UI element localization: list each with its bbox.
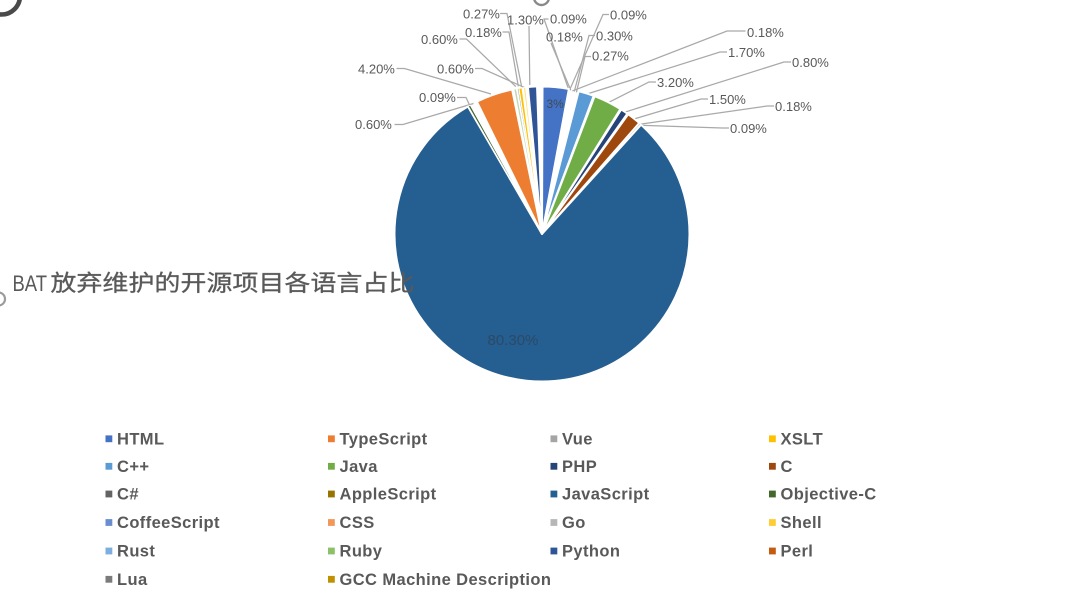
svg-text:0.60%: 0.60% bbox=[437, 62, 474, 77]
svg-text:C#: C# bbox=[117, 486, 139, 504]
svg-text:0.09%: 0.09% bbox=[550, 12, 587, 27]
svg-text:C: C bbox=[781, 458, 793, 476]
svg-text:Ruby: Ruby bbox=[340, 543, 383, 561]
svg-text:0.80%: 0.80% bbox=[792, 55, 829, 70]
svg-text:0.18%: 0.18% bbox=[546, 30, 583, 45]
svg-text:1.50%: 1.50% bbox=[709, 92, 746, 107]
svg-text:Shell: Shell bbox=[781, 514, 822, 532]
svg-text:C++: C++ bbox=[117, 458, 149, 476]
svg-text:CoffeeScript: CoffeeScript bbox=[117, 514, 220, 532]
svg-text:CSS: CSS bbox=[340, 514, 375, 532]
svg-text:Go: Go bbox=[562, 514, 586, 532]
svg-text:Objective-C: Objective-C bbox=[781, 486, 877, 504]
svg-text:80.30%: 80.30% bbox=[488, 332, 539, 349]
svg-text:0.27%: 0.27% bbox=[592, 49, 629, 64]
svg-text:Java: Java bbox=[340, 458, 379, 476]
svg-text:HTML: HTML bbox=[117, 430, 164, 448]
svg-text:AppleScript: AppleScript bbox=[340, 486, 437, 504]
svg-text:0.18%: 0.18% bbox=[747, 25, 784, 40]
svg-text:4.20%: 4.20% bbox=[358, 62, 395, 77]
svg-text:0.09%: 0.09% bbox=[419, 90, 456, 105]
svg-text:1.30%: 1.30% bbox=[507, 13, 544, 28]
svg-text:0.30%: 0.30% bbox=[596, 29, 633, 44]
svg-text:3%: 3% bbox=[547, 97, 565, 111]
svg-text:Rust: Rust bbox=[117, 543, 155, 561]
svg-text:3.20%: 3.20% bbox=[657, 75, 694, 90]
svg-text:Lua: Lua bbox=[117, 571, 148, 589]
svg-text:0.18%: 0.18% bbox=[465, 25, 502, 40]
svg-text:JavaScript: JavaScript bbox=[562, 486, 650, 504]
svg-text:PHP: PHP bbox=[562, 458, 597, 476]
svg-text:0.60%: 0.60% bbox=[421, 32, 458, 47]
svg-text:BAT: BAT bbox=[13, 271, 48, 296]
svg-text:Perl: Perl bbox=[781, 543, 814, 561]
svg-text:TypeScript: TypeScript bbox=[340, 430, 428, 448]
svg-text:0.27%: 0.27% bbox=[463, 6, 500, 21]
svg-text:0.18%: 0.18% bbox=[775, 99, 812, 114]
svg-text:XSLT: XSLT bbox=[781, 430, 824, 448]
svg-text:0.09%: 0.09% bbox=[610, 8, 647, 23]
svg-text:0.60%: 0.60% bbox=[355, 117, 392, 132]
svg-text:1.70%: 1.70% bbox=[728, 45, 765, 60]
svg-text:0.09%: 0.09% bbox=[730, 121, 767, 136]
svg-text:GCC Machine Description: GCC Machine Description bbox=[340, 571, 552, 589]
svg-text:Python: Python bbox=[562, 543, 620, 561]
svg-text:Vue: Vue bbox=[562, 430, 593, 448]
